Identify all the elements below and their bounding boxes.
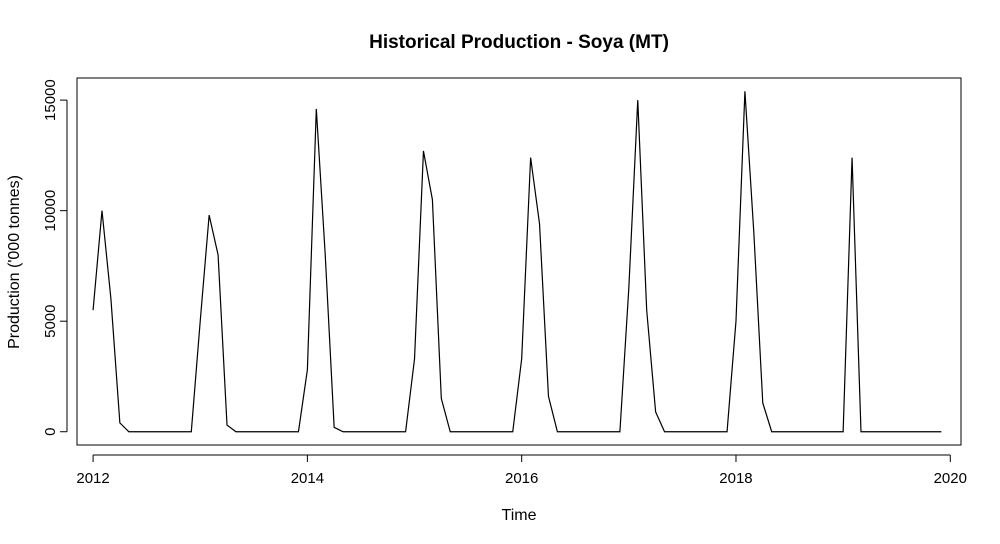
chart-title: Historical Production - Soya (MT) bbox=[369, 32, 669, 53]
x-axis-label: Time bbox=[502, 507, 537, 524]
y-axis-label: Production ('000 tonnes) bbox=[6, 175, 23, 349]
x-tick-label: 2020 bbox=[934, 470, 967, 487]
x-axis: 2012 2014 2016 2018 2020 bbox=[76, 454, 967, 487]
y-tick-label: 15000 bbox=[42, 79, 59, 121]
y-tick-label: 10000 bbox=[42, 190, 59, 232]
x-tick-label: 2016 bbox=[505, 470, 538, 487]
x-tick-label: 2018 bbox=[719, 470, 752, 487]
y-axis: 0 5000 10000 15000 bbox=[42, 79, 68, 436]
y-tick-label: 0 bbox=[42, 428, 59, 436]
x-tick-label: 2014 bbox=[291, 470, 324, 487]
y-tick-label: 5000 bbox=[42, 305, 59, 338]
series-line bbox=[92, 91, 942, 433]
x-tick-label: 2012 bbox=[76, 470, 109, 487]
plot-frame bbox=[76, 77, 962, 446]
